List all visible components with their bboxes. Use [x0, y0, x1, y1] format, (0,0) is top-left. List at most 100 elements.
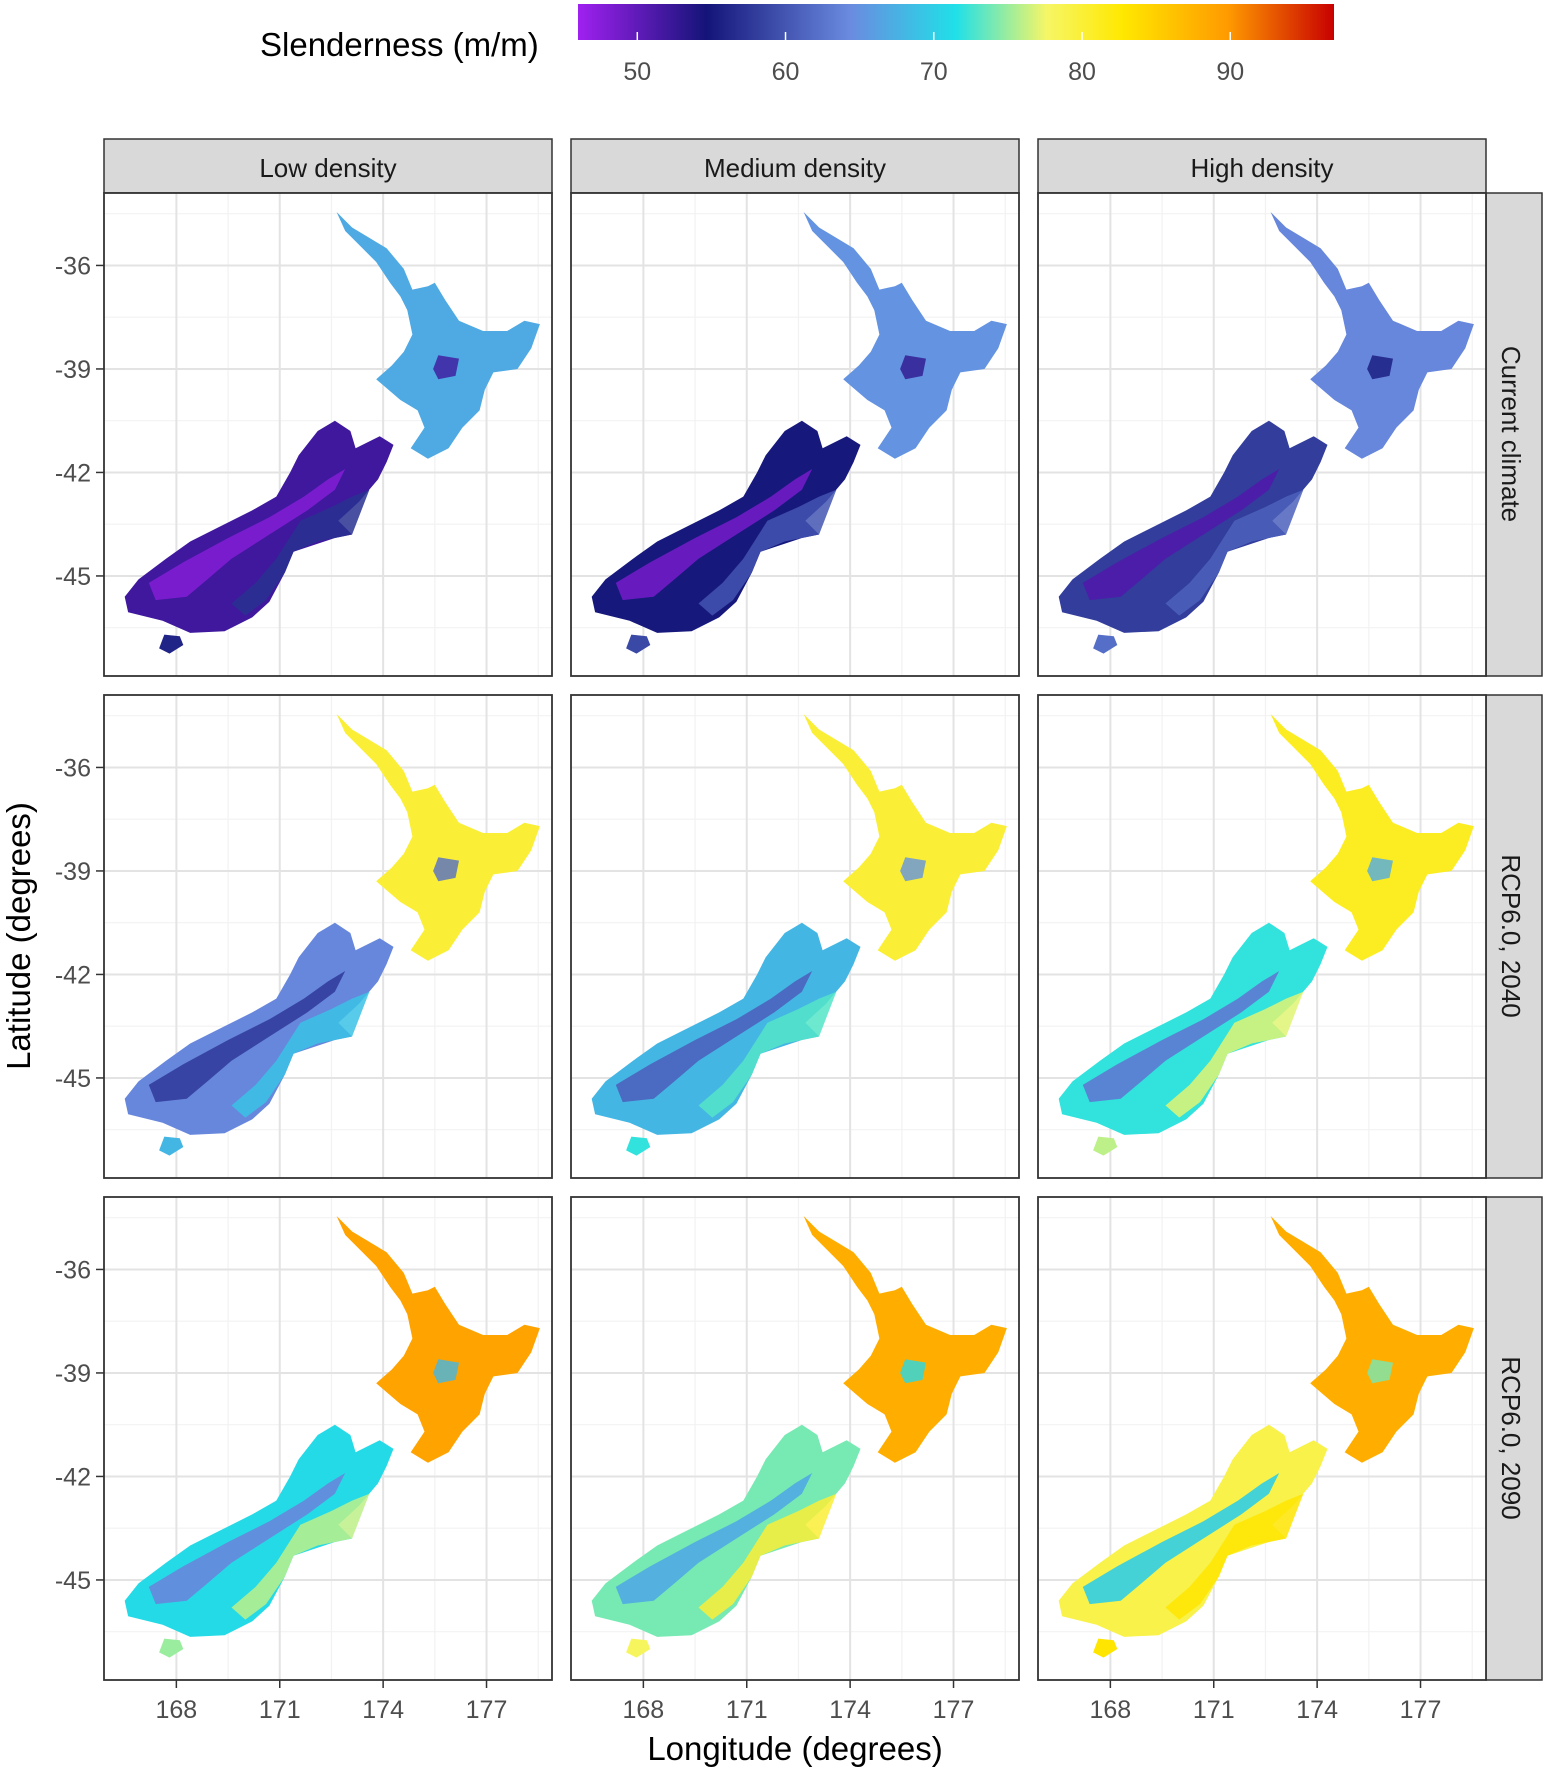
strip-row-current	[1485, 192, 1543, 677]
east-coast-fill	[231, 489, 370, 616]
column-strips: Low density Medium density High density	[103, 138, 1487, 194]
y-axis-title: Latitude (degrees)	[0, 802, 37, 1070]
east-coast-fill	[698, 489, 837, 616]
panel-1-1	[570, 694, 1020, 1179]
panel-border	[1037, 694, 1487, 1179]
panel-border	[570, 192, 1020, 677]
panel-0-1	[570, 192, 1020, 677]
strip-label-rcp60-2090: RCP6.0, 2090	[1496, 1356, 1526, 1519]
panel-0-0	[103, 192, 553, 677]
y-axis-ticks: -36 -39 -42 -45 -36 -39 -42 -45 -36 -39 -42 -45	[55, 252, 104, 1595]
north-island-fill	[803, 212, 1007, 459]
y-tick-label: -36	[55, 754, 91, 782]
southern-alps-fill	[615, 1473, 813, 1605]
panel-2-0	[103, 1196, 553, 1681]
row-strips: Current climate RCP6.0, 2040 RCP6.0, 209…	[1485, 192, 1543, 1681]
x-tick-label: 174	[1296, 1696, 1338, 1724]
north-island-fill	[1270, 212, 1474, 459]
x-tick-label: 174	[362, 1696, 404, 1724]
x-tick-label: 171	[1193, 1696, 1235, 1724]
southern-alps-fill	[615, 469, 813, 601]
x-tick-label: 174	[829, 1696, 871, 1724]
x-axis-title: Longitude (degrees)	[647, 1730, 942, 1767]
colorbar-legend: Slenderness (m/m) 50 60 70 80 90	[260, 4, 1334, 86]
stewart-island-fill	[1093, 1136, 1118, 1156]
stewart-island-fill	[626, 1638, 651, 1658]
stewart-island-fill	[159, 1638, 184, 1658]
y-tick-label: -39	[55, 858, 91, 886]
strip-col-high	[1037, 138, 1487, 194]
panel-border	[1037, 192, 1487, 677]
colorbar	[578, 4, 1334, 40]
central-plateau-fill	[1367, 355, 1393, 380]
southern-alps-fill	[148, 469, 346, 601]
central-plateau-fill	[900, 857, 926, 882]
panel-border	[570, 694, 1020, 1179]
panel-0-2	[1037, 192, 1487, 677]
colorbar-tick-label: 80	[1068, 58, 1096, 86]
stewart-island-fill	[626, 1136, 651, 1156]
central-plateau-fill	[1367, 1359, 1393, 1384]
southern-alps-fill	[1082, 971, 1280, 1103]
central-plateau-fill	[900, 355, 926, 380]
panel-2-2	[1037, 1196, 1487, 1681]
southern-alps-fill	[148, 971, 346, 1103]
panel-border	[1037, 1196, 1487, 1681]
x-tick-label: 171	[726, 1696, 768, 1724]
east-coast-fill	[1165, 489, 1304, 616]
panel-1-0	[103, 694, 553, 1179]
east-coast-fill	[1165, 991, 1304, 1118]
panel-border	[570, 1196, 1020, 1681]
strip-row-2090	[1485, 1196, 1543, 1681]
panel-border	[103, 192, 553, 677]
colorbar-tick-label: 70	[920, 58, 948, 86]
x-axis-ticks: 168 171 174 177 168 171 174 177 168 171 174 177	[156, 1680, 1442, 1724]
x-tick-label: 168	[1090, 1696, 1132, 1724]
x-tick-label: 168	[623, 1696, 665, 1724]
east-coast-fill	[698, 1493, 837, 1620]
southern-alps-fill	[1082, 1473, 1280, 1605]
stewart-island-fill	[626, 634, 651, 654]
y-tick-label: -39	[55, 356, 91, 384]
x-tick-label: 177	[933, 1696, 975, 1724]
central-plateau-fill	[433, 1359, 459, 1384]
north-island-fill	[803, 1216, 1007, 1463]
stewart-island-fill	[1093, 1638, 1118, 1658]
north-island-fill	[1270, 714, 1474, 961]
central-plateau-fill	[433, 355, 459, 380]
east-coast-fill	[698, 991, 837, 1118]
y-tick-label: -42	[55, 459, 91, 487]
strip-row-2040	[1485, 694, 1543, 1179]
colorbar-tick-label: 50	[623, 58, 651, 86]
legend-title: Slenderness (m/m)	[260, 26, 539, 63]
y-tick-label: -36	[55, 1256, 91, 1284]
y-tick-label: -36	[55, 252, 91, 280]
colorbar-tick-label: 60	[772, 58, 800, 86]
map-panels	[103, 192, 1487, 1681]
strip-label-high-density: High density	[1190, 153, 1333, 183]
strip-label-current-climate: Current climate	[1496, 346, 1526, 522]
east-coast-fill	[231, 1493, 370, 1620]
north-island-fill	[803, 714, 1007, 961]
north-island-fill	[1270, 1216, 1474, 1463]
panel-1-2	[1037, 694, 1487, 1179]
central-plateau-fill	[900, 1359, 926, 1384]
y-tick-label: -45	[55, 1567, 91, 1595]
strip-label-low-density: Low density	[259, 153, 396, 183]
x-tick-label: 171	[259, 1696, 301, 1724]
southern-alps-fill	[1082, 469, 1280, 601]
southern-alps-fill	[148, 1473, 346, 1605]
central-plateau-fill	[1367, 857, 1393, 882]
north-island-fill	[336, 714, 540, 961]
east-coast-fill	[231, 991, 370, 1118]
east-coast-fill	[1165, 1493, 1304, 1620]
north-island-fill	[336, 212, 540, 459]
x-tick-label: 177	[1400, 1696, 1442, 1724]
stewart-island-fill	[1093, 634, 1118, 654]
y-tick-label: -42	[55, 961, 91, 989]
x-tick-label: 177	[466, 1696, 508, 1724]
strip-label-rcp60-2040: RCP6.0, 2040	[1496, 854, 1526, 1017]
colorbar-ticks: 50 60 70 80 90	[623, 32, 1244, 86]
panel-2-1	[570, 1196, 1020, 1681]
panel-border	[103, 1196, 553, 1681]
